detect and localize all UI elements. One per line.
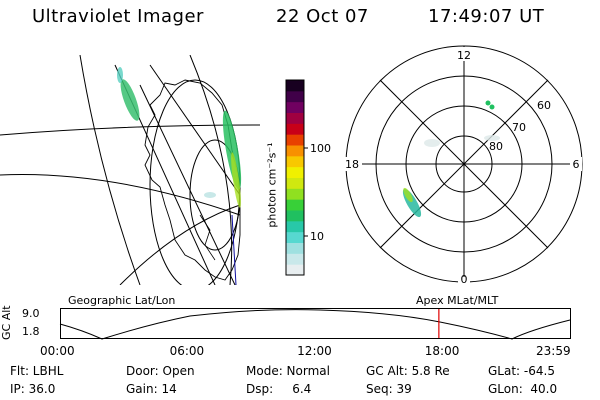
- lat-label-70: 70: [512, 121, 526, 134]
- timeline-x-tick: 18:00: [424, 344, 460, 358]
- timeline-right-title: Apex MLat/MLT: [416, 294, 499, 307]
- aurora-patch: [424, 139, 440, 147]
- colorbar-step: [286, 123, 304, 135]
- longitude-line: [189, 55, 233, 285]
- latitude-line: [0, 124, 260, 136]
- aurora-patch: [484, 135, 500, 141]
- lat-label-80: 80: [489, 140, 503, 153]
- mlt-label-18: 18: [345, 158, 359, 171]
- instrument-title: Ultraviolet Imager: [32, 6, 204, 27]
- gc-alt-readout: GC Alt: 5.8 Re: [366, 364, 450, 378]
- ip-readout: IP: 36.0: [10, 382, 56, 396]
- timeline-ytick-low: 1.8: [22, 325, 40, 338]
- colorbar-unit-label: photon cm⁻²s⁻¹: [265, 142, 279, 228]
- timeline-axis-title: GC Alt: [0, 305, 13, 340]
- polar-plot: 12 18 6 0 60 70 80: [342, 45, 583, 286]
- colorbar-step: [286, 264, 304, 276]
- filter-readout: Flt: LBHL: [10, 364, 64, 378]
- seq-readout: Seq: 39: [366, 382, 412, 396]
- gain-readout: Gain: 14: [126, 382, 177, 396]
- timeline-x-tick: 00:00: [40, 344, 75, 358]
- glat-readout: GLat: -64.5: [488, 364, 555, 378]
- timeline-x-tick: 12:00: [297, 344, 332, 358]
- colorbar-step: [286, 145, 304, 157]
- aurora-band: [117, 67, 123, 83]
- dsp-readout: Dsp: 6.4: [246, 382, 312, 396]
- colorbar-step: [286, 155, 304, 168]
- colorbar-frame: [285, 79, 305, 276]
- earth-limb: [79, 55, 141, 285]
- lat-label-60: 60: [537, 99, 551, 112]
- longitude-line: [139, 84, 236, 285]
- aurora-band: [204, 192, 216, 198]
- colorbar-step: [286, 101, 304, 113]
- coastline: [199, 214, 216, 261]
- altitude-curve: [59, 309, 571, 340]
- timeline-ytick-high: 9.0: [22, 307, 40, 320]
- colorbar-step: [286, 80, 304, 92]
- colorbar-tick-label: 100: [310, 142, 331, 155]
- colorbar-step: [286, 134, 304, 146]
- aurora-patch: [485, 100, 491, 106]
- colorbar-step: [286, 177, 304, 189]
- colorbar-step: [286, 253, 304, 265]
- observation-time: 17:49:07 UT: [428, 6, 545, 27]
- aurora-patch: [489, 104, 495, 110]
- colorbar-step: [286, 231, 304, 243]
- colorbar-step: [286, 112, 304, 124]
- colorbar-step: [286, 242, 304, 254]
- mlt-label-0: 0: [461, 273, 468, 286]
- colorbar-step: [286, 90, 304, 103]
- aurora-band: [231, 152, 241, 208]
- colorbar-step: [286, 166, 304, 178]
- door-readout: Door: Open: [126, 364, 195, 378]
- aurora-patch: [403, 187, 413, 203]
- scan-line: [231, 214, 237, 285]
- glon-readout: GLon: 40.0: [488, 382, 558, 396]
- mode-readout: Mode: Normal: [246, 364, 330, 378]
- geographic-map: [0, 55, 260, 285]
- latitude-line: [119, 204, 241, 285]
- timeline-left-title: Geographic Lat/Lon: [68, 294, 176, 307]
- observation-date: 22 Oct 07: [276, 6, 369, 27]
- aurora-band: [120, 79, 140, 121]
- mlt-label-12: 12: [457, 49, 471, 62]
- colorbar: 100 10: [285, 79, 331, 276]
- colorbar-step: [286, 188, 304, 200]
- timeline-x-tick: 23:59: [536, 344, 571, 358]
- colorbar-step: [286, 220, 304, 233]
- colorbar-step: [286, 210, 304, 222]
- timeline-x-tick: 06:00: [169, 344, 205, 358]
- mlt-label-6: 6: [573, 158, 580, 171]
- latitude-line: [0, 174, 241, 216]
- aurora-band: [222, 110, 242, 190]
- colorbar-tick-label: 10: [310, 230, 324, 243]
- colorbar-step: [286, 199, 304, 211]
- altitude-timeline: [59, 308, 571, 340]
